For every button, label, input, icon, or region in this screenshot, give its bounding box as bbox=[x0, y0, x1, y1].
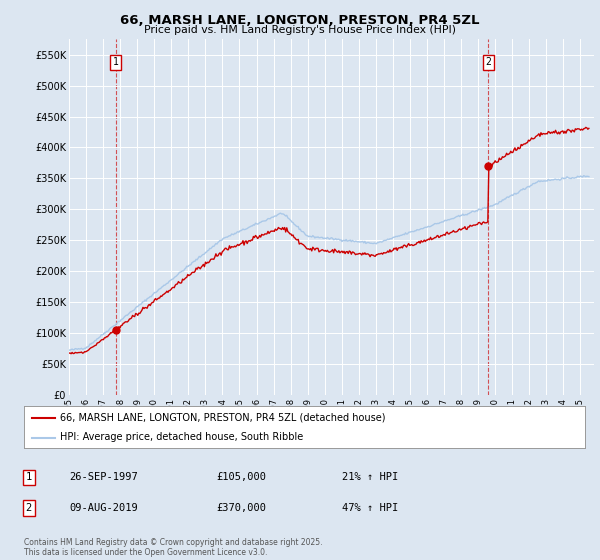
Text: HPI: Average price, detached house, South Ribble: HPI: Average price, detached house, Sout… bbox=[61, 432, 304, 442]
Text: 47% ↑ HPI: 47% ↑ HPI bbox=[342, 503, 398, 513]
Text: £370,000: £370,000 bbox=[216, 503, 266, 513]
Text: 2: 2 bbox=[485, 57, 491, 67]
Text: 1: 1 bbox=[26, 472, 32, 482]
Text: 21% ↑ HPI: 21% ↑ HPI bbox=[342, 472, 398, 482]
Text: 1: 1 bbox=[113, 57, 119, 67]
Text: £105,000: £105,000 bbox=[216, 472, 266, 482]
Text: 66, MARSH LANE, LONGTON, PRESTON, PR4 5ZL: 66, MARSH LANE, LONGTON, PRESTON, PR4 5Z… bbox=[120, 14, 480, 27]
Text: 26-SEP-1997: 26-SEP-1997 bbox=[69, 472, 138, 482]
Text: 09-AUG-2019: 09-AUG-2019 bbox=[69, 503, 138, 513]
Text: 66, MARSH LANE, LONGTON, PRESTON, PR4 5ZL (detached house): 66, MARSH LANE, LONGTON, PRESTON, PR4 5Z… bbox=[61, 413, 386, 423]
Text: Contains HM Land Registry data © Crown copyright and database right 2025.
This d: Contains HM Land Registry data © Crown c… bbox=[24, 538, 323, 557]
Text: Price paid vs. HM Land Registry's House Price Index (HPI): Price paid vs. HM Land Registry's House … bbox=[144, 25, 456, 35]
Text: 2: 2 bbox=[26, 503, 32, 513]
